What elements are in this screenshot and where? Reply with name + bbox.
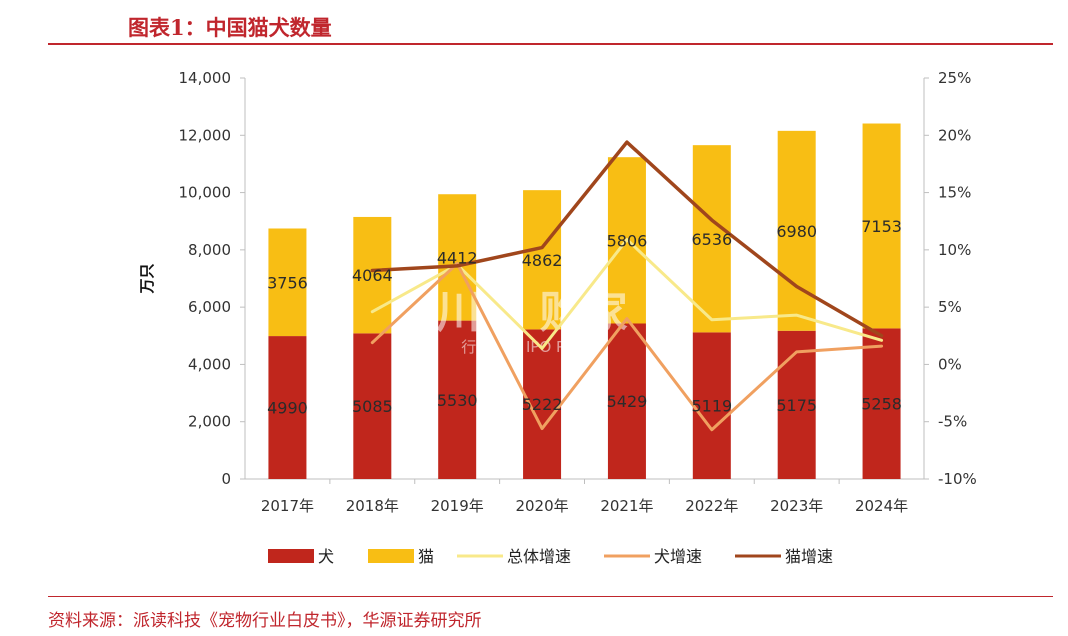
source-note: 资料来源：派读科技《宠物行业白皮书》，华源证券研究所: [48, 611, 482, 631]
data-label-dog: 5258: [861, 395, 902, 414]
data-label-cat: 4862: [522, 251, 563, 270]
data-label-cat: 4064: [352, 266, 393, 285]
x-tick-label: 2024年: [855, 497, 908, 515]
data-label-cat: 5806: [607, 231, 648, 250]
y-axis-title: 万只: [138, 263, 156, 294]
x-tick-label: 2021年: [600, 497, 653, 515]
y-tick-label: 2,000: [188, 413, 231, 431]
legend-cat-growth-label: 猫增速: [785, 547, 833, 566]
legend-cat-swatch: [368, 549, 414, 563]
y2-tick-label: 25%: [938, 69, 971, 87]
bar-dog: [862, 328, 901, 479]
data-label-dog: 5085: [352, 397, 393, 416]
data-label-dog: 5429: [607, 392, 648, 411]
x-tick-label: 2019年: [431, 497, 484, 515]
legend-dog-swatch: [268, 549, 314, 563]
x-tick-label: 2023年: [770, 497, 823, 515]
bar-cat: [862, 123, 901, 329]
data-label-cat: 4412: [437, 248, 478, 267]
title-rule: [48, 43, 1053, 45]
chart-title: 图表1：中国猫犬数量: [128, 15, 332, 40]
legend-cat-label: 猫: [418, 547, 434, 566]
bar-cat: [438, 194, 477, 321]
x-tick-label: 2020年: [515, 497, 568, 515]
bar-cat: [268, 228, 307, 337]
legend-dog-growth-label: 犬增速: [654, 547, 702, 566]
bar-dog: [438, 320, 477, 479]
y2-tick-label: 10%: [938, 241, 971, 259]
x-tick-label: 2017年: [261, 497, 314, 515]
y2-tick-label: -10%: [938, 470, 977, 488]
data-label-dog: 5119: [691, 397, 732, 416]
bar-dog: [353, 333, 392, 479]
legend-total-growth-label: 总体增速: [507, 547, 571, 566]
chart: 0 2,000 4,000 6,000 8,000 10,000 12,000 14,000 -…: [138, 69, 977, 566]
y-tick-label: 8,000: [188, 241, 231, 259]
data-label-dog: 5222: [522, 395, 563, 414]
bar-dog: [607, 323, 646, 479]
y2-tick-label: 20%: [938, 126, 971, 144]
data-label-dog: 5530: [437, 391, 478, 410]
y2-tick-label: 5%: [938, 298, 962, 316]
data-label-cat: 3756: [267, 273, 308, 292]
x-tick-label: 2022年: [685, 497, 738, 515]
y-tick-label: 12,000: [179, 126, 232, 144]
legend-dog-label: 犬: [318, 547, 334, 566]
bar-cat: [777, 130, 816, 331]
line-cat-growth: [370, 140, 884, 338]
y-tick-label: 0: [221, 470, 231, 488]
data-label-cat: 6980: [776, 222, 817, 241]
bar-dog: [692, 332, 731, 479]
y-tick-label: 10,000: [179, 184, 232, 202]
bar-cat: [692, 145, 731, 333]
bar-cat: [523, 190, 562, 330]
y2-tick-label: 0%: [938, 355, 962, 373]
watermark-text: 川井 购家: [436, 287, 627, 338]
y-tick-label: 4,000: [188, 355, 231, 373]
bar-dog: [268, 336, 307, 479]
data-label-cat: 7153: [861, 217, 902, 236]
y-tick-label: 6,000: [188, 298, 231, 316]
data-label-dog: 5175: [776, 396, 817, 415]
data-label-cat: 6536: [691, 230, 732, 249]
y-tick-label: 14,000: [179, 69, 232, 87]
line-dog-growth: [370, 262, 884, 432]
bar-cat: [353, 216, 392, 334]
source-rule: [48, 596, 1053, 597]
watermark-subtext: 行业报告 IPO PO.CN: [461, 338, 603, 356]
x-tick-label: 2018年: [346, 497, 399, 515]
y2-tick-label: 15%: [938, 184, 971, 202]
bar-dog: [777, 330, 816, 479]
y2-tick-label: -5%: [938, 413, 967, 431]
data-label-dog: 4990: [267, 399, 308, 418]
